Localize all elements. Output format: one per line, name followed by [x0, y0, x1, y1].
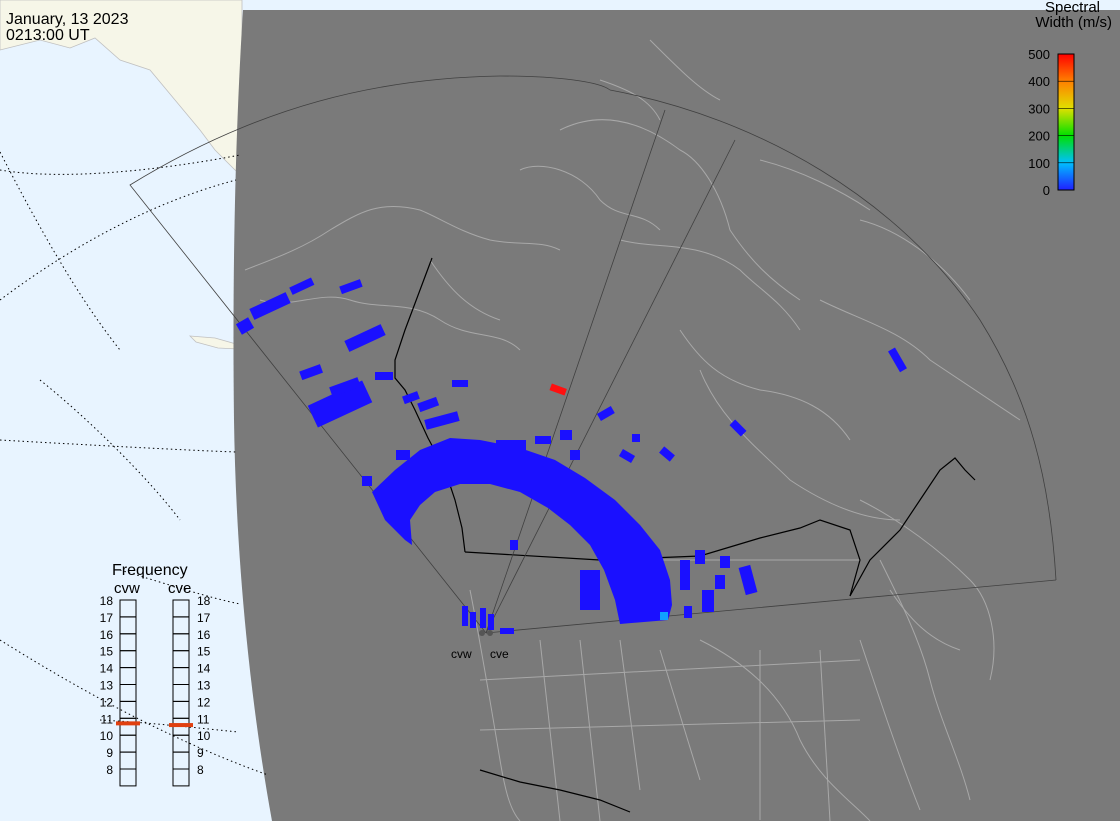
frequency-tick-right: 16	[197, 628, 211, 642]
frequency-marker-cvw	[116, 721, 140, 726]
header-time: 0213:00 UT	[6, 27, 90, 44]
frequency-box-cve	[172, 768, 190, 787]
color-scale-tick-label: 400	[1028, 74, 1050, 89]
frequency-tick-left: 17	[100, 611, 114, 625]
frequency-col-cve: cve	[168, 580, 191, 597]
frequency-tick-left: 14	[100, 662, 114, 676]
frequency-panel: Frequency cvw cve 18 18 17 17 16 16 15 15 14 14 13…	[100, 562, 211, 787]
frequency-title: Frequency	[112, 562, 188, 579]
frequency-tick-right: 9	[197, 746, 204, 760]
frequency-tick-left: 13	[100, 679, 114, 693]
frequency-boxes: 18 18 17 17 16 16 15 15 14 14 13 13 12 12 11 11 10 10 9 9 8 8	[100, 594, 211, 787]
frequency-tick-left: 9	[106, 746, 113, 760]
color-scale-ticks: 0 100 200 300 400 500	[1028, 47, 1074, 198]
scatter-cells	[235, 277, 907, 634]
color-scale-title-line2: Width (m/s)	[1035, 14, 1112, 31]
scatter-cell-high	[549, 383, 567, 396]
scatter-band-main	[372, 438, 672, 624]
radar-site-cvw-dot	[479, 630, 485, 636]
frequency-tick-right: 8	[197, 763, 204, 777]
frequency-tick-right: 10	[197, 729, 211, 743]
night-shading	[233, 10, 1120, 821]
radar-site-cve-label: cve	[490, 647, 509, 661]
color-scale-tick-label: 0	[1043, 183, 1050, 198]
color-scale-tick-label: 200	[1028, 129, 1050, 144]
frequency-tick-right: 12	[197, 695, 211, 709]
latitude-grid	[0, 151, 269, 776]
frequency-tick-left: 12	[100, 695, 114, 709]
frequency-tick-left: 8	[106, 763, 113, 777]
color-scale-tick-label: 500	[1028, 47, 1050, 62]
color-scale-title-line1: Spectral	[1045, 0, 1100, 16]
frequency-col-cvw: cvw	[114, 580, 140, 597]
radar-site-cvw-label: cvw	[451, 647, 472, 661]
frequency-box-cvw	[119, 768, 137, 787]
scatter-cell-cyan	[660, 612, 668, 620]
frequency-tick-right: 14	[197, 662, 211, 676]
frequency-tick-left: 10	[100, 729, 114, 743]
frequency-marker-cve	[169, 723, 193, 728]
frequency-tick-left: 18	[100, 594, 114, 608]
color-scale-bar	[1057, 53, 1075, 191]
frequency-tick-right: 17	[197, 611, 211, 625]
header-date: January, 13 2023	[6, 11, 129, 28]
color-scale: Spectral Width (m/s) 0 100 200 300 400 500	[1028, 0, 1112, 198]
radar-site-cve-dot	[487, 630, 493, 636]
frequency-tick-right: 11	[197, 712, 210, 726]
frequency-tick-right: 13	[197, 679, 211, 693]
frequency-tick-left: 16	[100, 628, 114, 642]
frequency-tick-right: 18	[197, 594, 211, 608]
color-scale-tick-label: 300	[1028, 101, 1050, 116]
frequency-tick-left: 15	[100, 645, 114, 659]
color-scale-tick-label: 100	[1028, 156, 1050, 171]
frequency-tick-left: 11	[101, 712, 114, 726]
frequency-tick-right: 15	[197, 645, 211, 659]
